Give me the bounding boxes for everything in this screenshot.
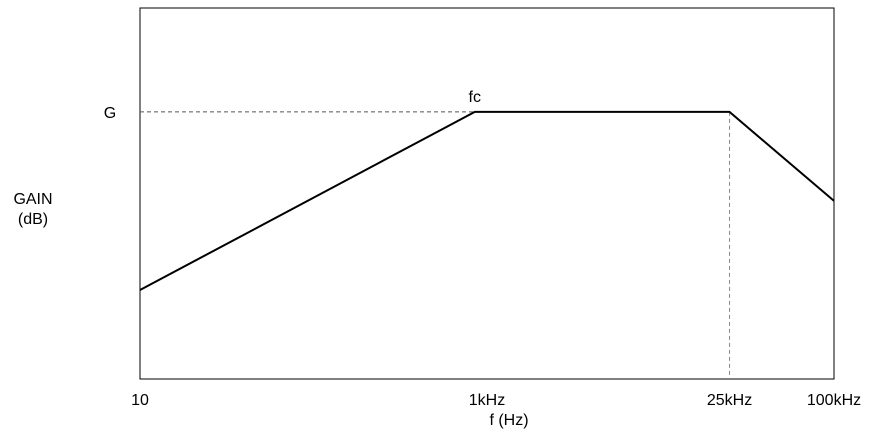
x-tick-label: 10: [131, 392, 149, 409]
frequency-response-line: [139, 110, 835, 291]
y-axis-label-line-1: GAIN: [13, 191, 52, 208]
x-tick-labels: 10 1kHz 25kHz 100kHz: [131, 392, 861, 409]
x-tick-label: 100kHz: [807, 392, 861, 409]
corner-frequency-label: fc: [469, 89, 481, 106]
gain-label: G: [104, 105, 116, 122]
x-tick-label: 1kHz: [469, 392, 505, 409]
x-axis-label: f (Hz): [489, 412, 528, 429]
y-axis-label-line-2: (dB): [18, 211, 48, 228]
x-tick-label: 25kHz: [707, 392, 752, 409]
plot-frame: [139, 7, 835, 380]
